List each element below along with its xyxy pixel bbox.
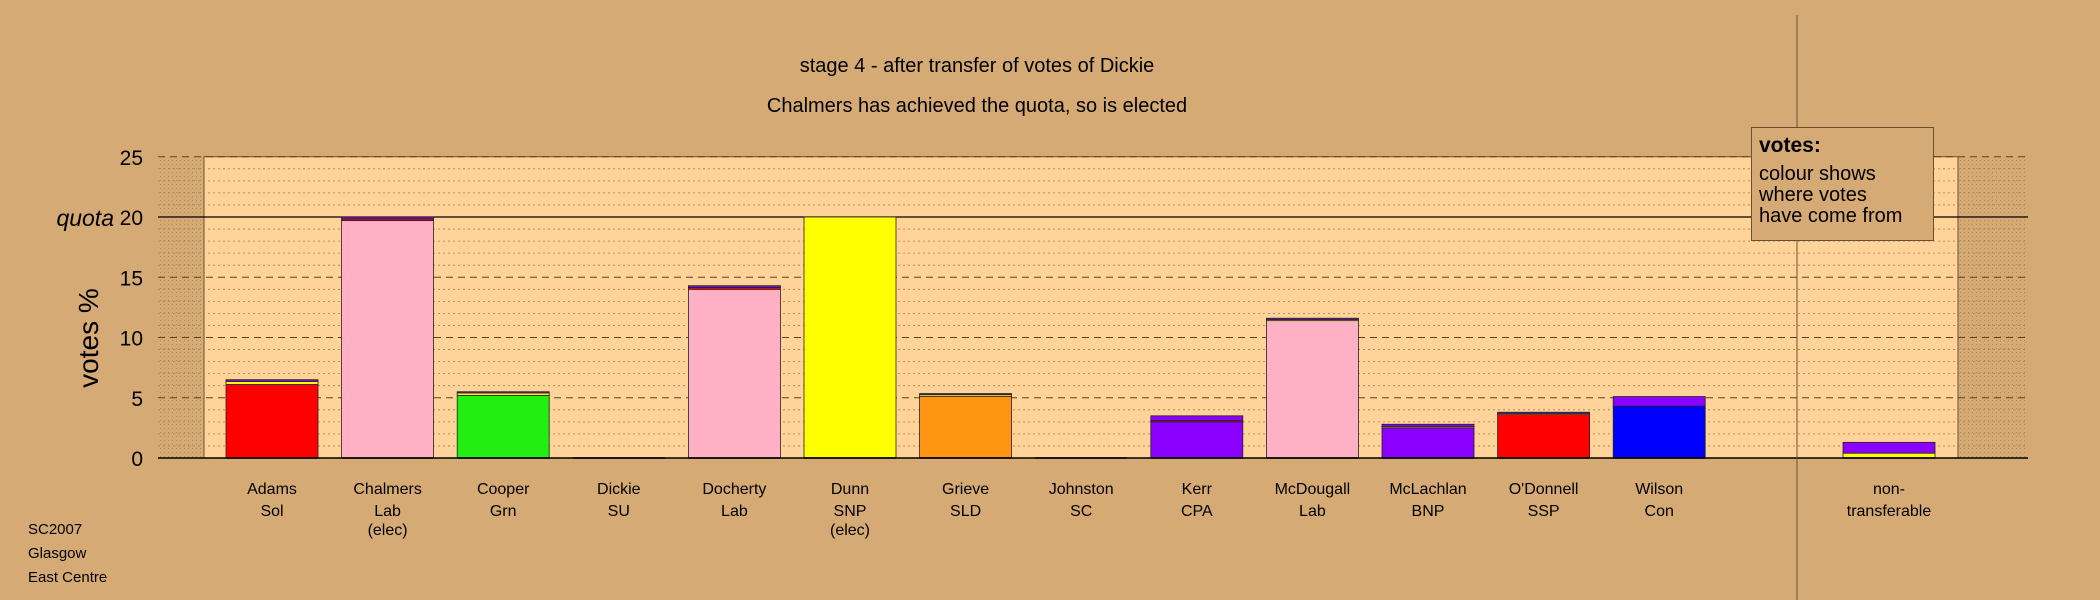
candidate-party: Lab <box>374 503 401 520</box>
legend: votes: colour shows where votes have com… <box>1751 127 1934 241</box>
y-tick-label: 10 <box>120 328 143 351</box>
y-tick-label: 0 <box>131 448 143 471</box>
candidate-party: CPA <box>1181 503 1213 520</box>
bar-segment <box>1381 427 1475 459</box>
bar-segment <box>341 220 435 459</box>
bar-segment <box>1612 396 1706 407</box>
y-tick-label: 20 <box>120 207 143 230</box>
bar-segment <box>1497 414 1590 459</box>
y-tick-label: 25 <box>120 147 143 170</box>
candidate-party: SNP <box>834 503 867 520</box>
candidate-name: Docherty <box>702 481 766 498</box>
bar-segment <box>1381 423 1475 428</box>
bar-segment <box>1266 320 1359 459</box>
footnote-election: SC2007 <box>28 521 83 538</box>
candidate-party: Lab <box>1299 503 1326 520</box>
y-tick-label: 5 <box>131 388 143 411</box>
candidate-name: Johnston <box>1049 481 1114 498</box>
bar-segment <box>919 393 1012 396</box>
bar-segment <box>225 379 319 382</box>
legend-line: colour shows <box>1759 163 1876 185</box>
candidate-name: Cooper <box>477 481 530 498</box>
candidate-name: Adams <box>247 481 297 498</box>
candidate-name: Chalmers <box>353 481 421 498</box>
bar-segment <box>456 394 550 459</box>
y-axis-label: votes % <box>73 288 104 388</box>
candidate-status: (elec) <box>368 522 408 539</box>
candidate-party: SC <box>1070 503 1092 520</box>
footnote-ward: East Centre <box>28 569 108 586</box>
y-tick-label: 15 <box>120 267 143 290</box>
bar-segment <box>688 288 781 459</box>
bar-segment <box>1612 405 1706 459</box>
candidate-party: SSP <box>1528 503 1560 520</box>
candidate-party: Lab <box>721 503 748 520</box>
candidate-status: (elec) <box>830 522 870 539</box>
plot-side-right <box>1958 156 2028 458</box>
bar-segment <box>688 285 781 288</box>
bar-segment <box>1497 411 1590 414</box>
nontransferable-label: non- <box>1873 481 1905 498</box>
bar-segment <box>1266 317 1359 320</box>
plot-side-left <box>158 156 204 458</box>
candidate-party: SU <box>608 503 630 520</box>
candidate-party: Con <box>1645 503 1674 520</box>
candidate-party: SLD <box>950 503 981 520</box>
candidate-party: BNP <box>1412 503 1445 520</box>
x-axis-labels: Adams Sol Chalmers Lab (elec) Cooper Grn Dickie… <box>247 481 1931 539</box>
footnote-city: Glasgow <box>28 545 87 562</box>
y-axis: 0 5 10 15 20 25 <box>120 147 2028 471</box>
bar-segment <box>225 381 319 385</box>
candidate-name: Wilson <box>1635 481 1683 498</box>
bar-segment <box>803 216 897 459</box>
candidate-party: Grn <box>490 503 517 520</box>
candidate-party: Sol <box>260 503 283 520</box>
candidate-name: Grieve <box>942 481 989 498</box>
bar-segment <box>1150 421 1244 459</box>
legend-line: where votes <box>1759 184 1867 206</box>
legend-title: votes: <box>1759 134 1821 157</box>
candidate-name: O'Donnell <box>1509 481 1579 498</box>
chart-title: stage 4 - after transfer of votes of Dic… <box>800 55 1155 77</box>
bar-segment <box>456 391 550 394</box>
plot-area <box>158 156 2028 459</box>
quota-label: quota <box>56 205 114 231</box>
candidate-name: Dunn <box>831 481 869 498</box>
legend-line: have come from <box>1759 205 1903 227</box>
candidate-name: Kerr <box>1182 481 1213 498</box>
bar-segment <box>341 216 435 220</box>
bar-segment <box>1150 415 1244 422</box>
chart-subtitle: Chalmers has achieved the quota, so is e… <box>767 95 1187 117</box>
bar-segment <box>225 384 319 459</box>
bar-segment <box>1842 441 1936 454</box>
bar-segment <box>919 396 1012 459</box>
candidate-name: Dickie <box>597 481 641 498</box>
nontransferable-label: transferable <box>1847 503 1932 520</box>
candidate-name: McDougall <box>1275 481 1351 498</box>
candidate-name: McLachlan <box>1389 481 1466 498</box>
